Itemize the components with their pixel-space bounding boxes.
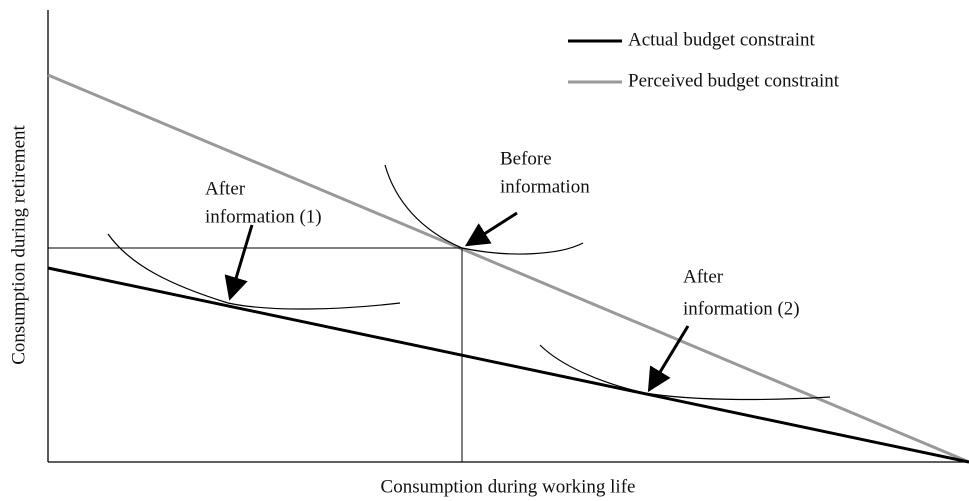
legend-label: Perceived budget constraint <box>628 70 840 91</box>
annotation: information (1) <box>205 206 322 227</box>
annotation: After <box>205 178 246 199</box>
annotation: information <box>500 176 590 197</box>
arrow <box>224 224 254 301</box>
y-axis-label: Consumption during retirement <box>8 124 29 364</box>
indifference-curve <box>107 233 401 310</box>
arrow <box>647 325 690 393</box>
indifference-curve <box>539 344 831 401</box>
indifference-curve <box>384 164 584 255</box>
legend-label: Actual budget constraint <box>628 29 816 50</box>
x-axis-label: Consumption during working life <box>381 476 636 497</box>
annotation: After <box>683 266 724 287</box>
annotation: information (2) <box>683 298 800 319</box>
perceived-constraint <box>47 73 969 464</box>
actual-constraint <box>47 266 969 464</box>
arrow <box>464 211 518 247</box>
annotation: Before <box>500 148 552 169</box>
